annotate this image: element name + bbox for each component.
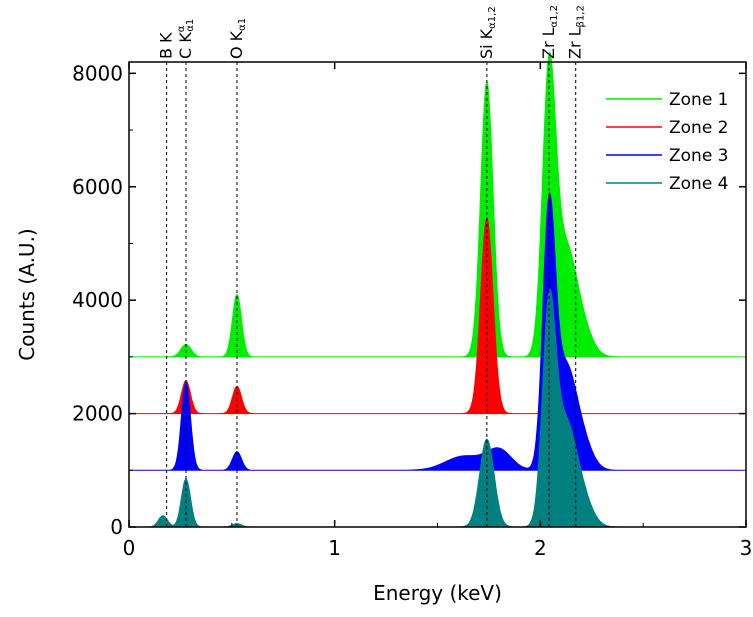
legend-label-4: Zone 4 (669, 174, 729, 194)
legend: Zone 1 Zone 2 Zone 3 Zone 4 (606, 90, 729, 194)
peak-label-3: O Kα1 (227, 18, 248, 59)
y-tick-label: 2000 (72, 402, 123, 426)
series-area-1 (128, 51, 747, 358)
tick-layer: 0 1 2 3 0 2000 4000 6000 8000 (72, 61, 752, 560)
peak-line-layer (166, 62, 577, 527)
x-axis-title: Energy (keV) (373, 581, 502, 605)
legend-label-1: Zone 1 (669, 90, 729, 110)
y-tick-label: 0 (110, 515, 123, 539)
y-tick-label: 6000 (72, 175, 123, 199)
legend-label-2: Zone 2 (669, 118, 729, 138)
peak-label-2: C Kαα1 (176, 19, 196, 59)
series-layer (128, 51, 747, 528)
series-area-4 (129, 288, 746, 528)
x-tick-label: 2 (534, 536, 547, 560)
x-tick-label: 1 (328, 536, 341, 560)
y-axis-title: Counts (A.U.) (15, 228, 39, 360)
series-area-3 (128, 191, 747, 471)
series-area-2 (128, 216, 747, 415)
y-tick-label: 4000 (72, 288, 123, 312)
y-tick-label: 8000 (72, 61, 123, 85)
peak-label-1: B K (157, 32, 176, 59)
x-tick-label: 0 (123, 536, 136, 560)
legend-label-3: Zone 3 (669, 146, 729, 166)
peak-label-6: Zr Lβ1,2 (566, 5, 587, 59)
x-tick-label: 3 (740, 536, 753, 560)
plot-frame (128, 61, 747, 528)
peak-label-4: Si Kα1,2 (477, 6, 498, 59)
peak-label-5: Zr Lα1,2 (539, 5, 560, 59)
